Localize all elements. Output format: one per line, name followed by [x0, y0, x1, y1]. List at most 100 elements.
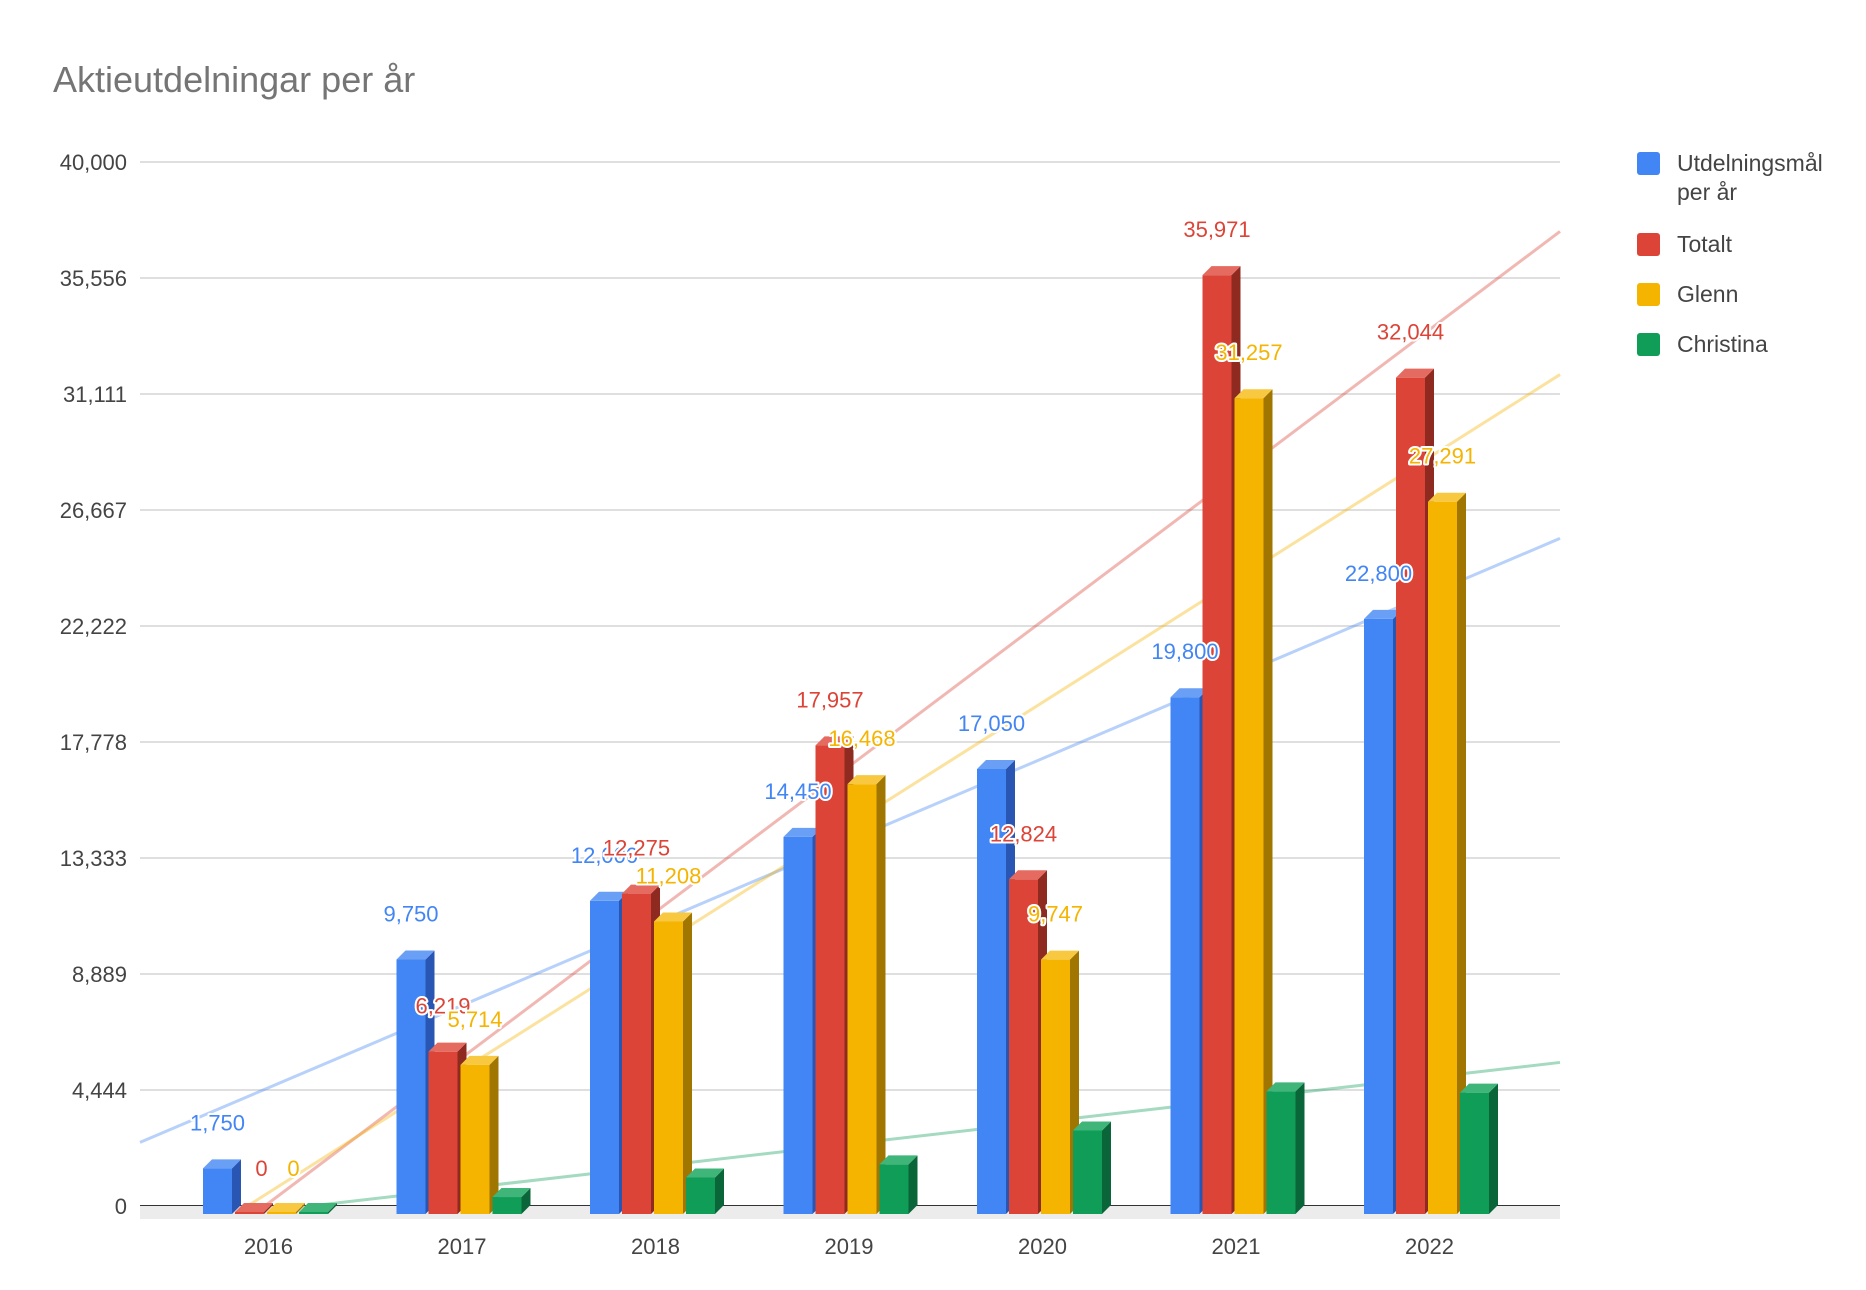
bar: [1234, 389, 1273, 1215]
y-axis: 0 4,444 8,889 13,333 17,778 22,222 26,667 31,11…: [60, 150, 127, 1219]
bar-front: [783, 836, 813, 1214]
bar-top: [783, 827, 822, 837]
y-tick-label: 0: [115, 1194, 127, 1219]
bar-top: [1009, 870, 1047, 880]
bar: [267, 1203, 305, 1214]
bar-front: [1460, 1092, 1489, 1214]
legend-item: Christina: [1637, 331, 1768, 357]
bar-top: [299, 1203, 337, 1212]
bar-front: [1396, 377, 1425, 1214]
data-label: 32,044: [1377, 320, 1444, 345]
legend-label: Christina: [1677, 331, 1768, 357]
bar-side: [1102, 1121, 1111, 1214]
data-label: 12,824: [990, 821, 1057, 846]
bar-front: [622, 893, 651, 1214]
bar: [1073, 1121, 1111, 1214]
bar: [686, 1168, 724, 1214]
bar-front: [1266, 1091, 1296, 1214]
bar-top: [1234, 389, 1273, 399]
bar: [396, 950, 435, 1214]
bar-front: [267, 1212, 296, 1214]
data-label: 16,468: [828, 726, 895, 751]
bar-front: [460, 1064, 490, 1214]
legend-label-line: Glenn: [1677, 281, 1738, 307]
data-label: 0: [287, 1156, 299, 1181]
bar-front: [686, 1177, 715, 1214]
bar-side: [715, 1168, 724, 1214]
bar-top: [977, 759, 1015, 769]
legend-item: Glenn: [1637, 281, 1738, 307]
bar-side: [264, 1203, 273, 1214]
data-label: 17,050: [958, 711, 1025, 736]
bar-top: [1170, 688, 1209, 698]
bar-front: [1009, 879, 1038, 1214]
bar-top: [1364, 609, 1402, 619]
y-tick-label: 40,000: [60, 150, 127, 175]
bar-side: [908, 1155, 918, 1214]
bar-side: [876, 775, 886, 1214]
bar: [1041, 950, 1079, 1214]
trendline-christina: [310, 1060, 1561, 1208]
data-label: 12,000: [571, 843, 638, 868]
data-label: 11,208: [636, 863, 702, 888]
x-tick-label: 2019: [825, 1234, 874, 1259]
legend-swatch: [1637, 333, 1660, 356]
x-tick-label: 2021: [1212, 1234, 1261, 1259]
bar-front: [1073, 1130, 1102, 1214]
chart-title: Aktieutdelningar per år: [53, 59, 415, 100]
bar-side: [489, 1055, 499, 1214]
x-axis: 2016 2017 2018 2019 2020 2021 2022: [244, 1234, 1454, 1259]
bar: [879, 1155, 918, 1214]
bar-top: [396, 950, 435, 960]
bar-front: [203, 1168, 232, 1214]
data-label: 12,275: [603, 836, 670, 861]
data-label: 27,291: [1409, 444, 1476, 469]
y-tick-label: 4,444: [72, 1078, 127, 1103]
bar-front: [428, 1051, 458, 1214]
y-tick-label: 35,556: [60, 266, 127, 291]
data-label: 35,971: [1183, 217, 1250, 242]
bar-top: [235, 1203, 273, 1212]
bar-front: [847, 784, 877, 1214]
bar-top: [460, 1055, 499, 1065]
bar-top: [590, 891, 628, 901]
data-label: 22,800: [1345, 561, 1412, 586]
bar-front: [815, 745, 845, 1214]
bar: [1170, 688, 1209, 1214]
legend-label-line: Christina: [1677, 331, 1768, 357]
bar-side: [1295, 1082, 1305, 1214]
bar: [1428, 492, 1466, 1214]
data-label: 1,750: [190, 1110, 245, 1135]
bar-top: [622, 884, 660, 894]
bar-top: [1202, 266, 1241, 276]
bar-top: [847, 775, 886, 785]
legend-label-line: per år: [1677, 179, 1737, 205]
legend-label: Glenn: [1677, 281, 1738, 307]
bar-top: [686, 1168, 724, 1178]
x-tick-label: 2018: [631, 1234, 680, 1259]
x-tick-label: 2016: [244, 1234, 293, 1259]
bar-top: [267, 1203, 305, 1212]
bar-top: [1428, 492, 1466, 502]
bar-front: [1202, 275, 1232, 1215]
bar: [1266, 1082, 1305, 1214]
bar-front: [299, 1212, 328, 1214]
legend-label: Totalt: [1677, 231, 1733, 257]
bar: [1460, 1083, 1498, 1214]
y-tick-label: 13,333: [60, 846, 127, 871]
bar-top: [1073, 1121, 1111, 1131]
bar-side: [1457, 492, 1466, 1214]
y-tick-label: 31,111: [63, 382, 127, 407]
bar: [235, 1203, 273, 1214]
bar-top: [203, 1159, 241, 1169]
trendline-totalt: [263, 230, 1561, 1208]
bar-top: [815, 736, 854, 746]
data-label: 6,219: [415, 994, 470, 1019]
data-label: 14,450: [764, 779, 831, 804]
bar-top: [879, 1155, 918, 1165]
data-label: 9,750: [383, 902, 438, 927]
bar-side: [521, 1188, 531, 1214]
data-label: 17,957: [796, 687, 863, 712]
bar: [654, 912, 692, 1214]
